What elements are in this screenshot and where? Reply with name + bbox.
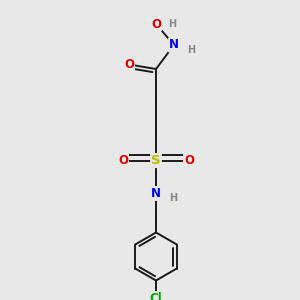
Text: H: H <box>169 19 177 29</box>
Text: H: H <box>188 45 196 56</box>
Text: O: O <box>124 58 134 71</box>
Text: O: O <box>118 154 128 167</box>
Text: N: N <box>151 187 161 200</box>
Text: O: O <box>184 154 194 167</box>
Text: S: S <box>151 154 161 167</box>
Text: N: N <box>169 38 179 52</box>
Text: H: H <box>169 193 178 203</box>
Text: O: O <box>151 17 161 31</box>
Text: Cl: Cl <box>150 292 162 300</box>
